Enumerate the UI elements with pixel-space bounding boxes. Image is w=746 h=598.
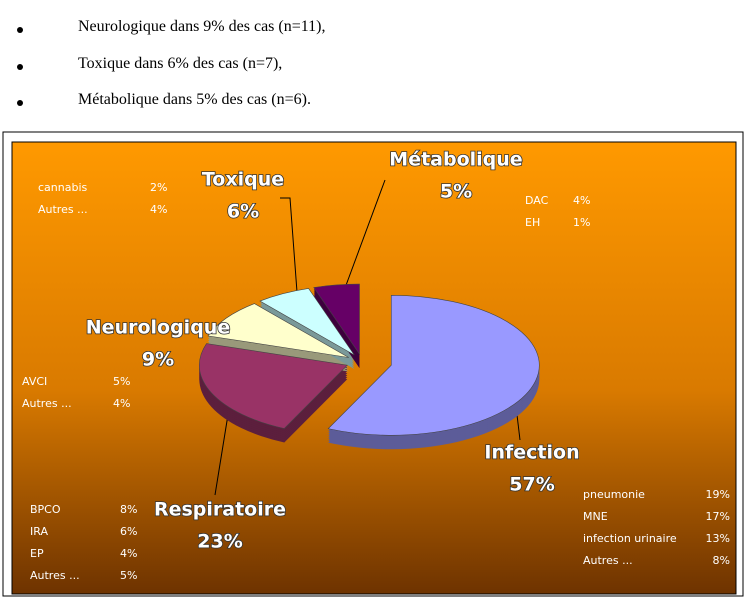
note-name: AVCI <box>22 375 47 388</box>
note-name: IRA <box>30 525 48 538</box>
slice-value: 57% <box>509 474 554 496</box>
note-name: Autres ... <box>38 203 88 216</box>
note-name: DAC <box>525 194 549 207</box>
slice-label: Infection <box>484 442 579 464</box>
note-name: infection urinaire <box>583 532 677 545</box>
bullet <box>17 100 23 106</box>
note-share: 19% <box>706 488 730 501</box>
plot-area <box>11 141 737 595</box>
note-share: 4% <box>573 194 590 207</box>
bullet-text: Neurologique dans 9% des cas (n=11), <box>78 18 326 35</box>
note-name: cannabis <box>38 181 88 194</box>
slice-label: Neurologique <box>86 317 230 339</box>
note-name: EP <box>30 547 44 560</box>
note-share: 5% <box>120 569 137 582</box>
note-name: MNE <box>583 510 608 523</box>
slice <box>259 288 355 356</box>
note-name: pneumonie <box>583 488 645 501</box>
note-share: 13% <box>706 532 730 545</box>
slice-label: Toxique <box>202 169 284 191</box>
slice <box>313 283 360 356</box>
note-share: 4% <box>150 203 167 216</box>
note-share: 4% <box>113 397 130 410</box>
note-share: 6% <box>120 525 137 538</box>
note-name: Autres ... <box>30 569 80 582</box>
note-name: Autres ... <box>22 397 72 410</box>
note-name: Autres ... <box>583 554 633 567</box>
slice <box>207 303 349 358</box>
bullet-text: Métabolique dans 5% des cas (n=6). <box>78 91 311 108</box>
slice-label: Respiratoire <box>154 499 286 521</box>
note-share: 8% <box>713 554 730 567</box>
slice-value: 6% <box>227 201 259 223</box>
slice-value: 23% <box>197 531 242 553</box>
bullet-text: Toxique dans 6% des cas (n=7), <box>78 55 283 72</box>
bullet <box>17 27 23 33</box>
bullet <box>17 64 23 70</box>
note-share: 17% <box>706 510 730 523</box>
slice-value: 9% <box>142 349 174 371</box>
note-share: 8% <box>120 503 137 516</box>
note-share: 4% <box>120 547 137 560</box>
slice <box>327 294 540 436</box>
slice <box>199 343 348 429</box>
note-share: 1% <box>573 216 590 229</box>
slice-label: Métabolique <box>389 149 522 171</box>
note-name: BPCO <box>30 503 61 516</box>
slice-value: 5% <box>440 181 472 203</box>
note-share: 5% <box>113 375 130 388</box>
note-share: 2% <box>150 181 167 194</box>
note-name: EH <box>525 216 540 229</box>
